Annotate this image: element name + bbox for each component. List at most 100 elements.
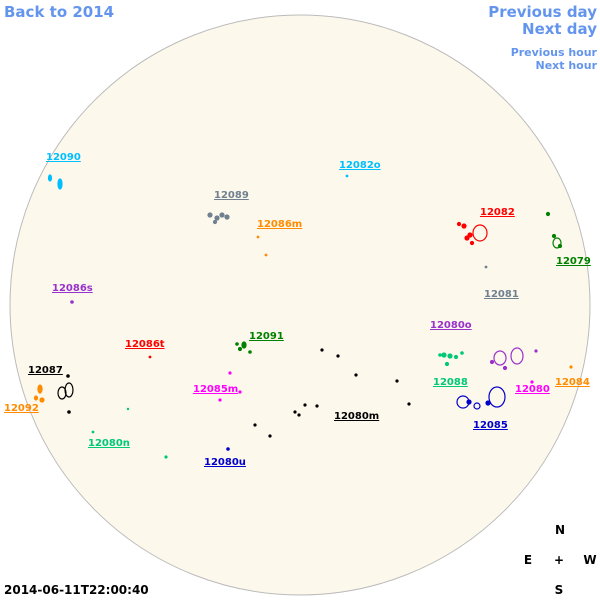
region-label[interactable]: 12080n [88, 438, 130, 449]
compass-west: W [583, 553, 596, 567]
region-label[interactable]: 12086m [257, 219, 302, 230]
sunspot [297, 413, 301, 417]
sunspot [214, 215, 220, 221]
sunspot [253, 423, 257, 427]
sunspot [264, 253, 268, 257]
previous-hour-link[interactable]: Previous hour [511, 46, 598, 59]
region-label[interactable]: 12085m [193, 384, 238, 395]
next-day-link[interactable]: Next day [522, 20, 597, 38]
region-label[interactable]: 12087 [28, 365, 63, 376]
sunspot [67, 410, 71, 414]
back-link[interactable]: Back to 2014 [4, 3, 114, 21]
region-label[interactable]: 12085 [473, 420, 508, 431]
sunspot [320, 348, 324, 352]
sunspot [453, 354, 459, 360]
sunspot [70, 300, 74, 304]
sunspot [39, 397, 45, 403]
sunspot [248, 350, 252, 354]
sunspot [228, 371, 232, 375]
sunspot [438, 353, 442, 357]
region-label[interactable]: 12092 [4, 403, 39, 414]
compass-center: + [554, 553, 564, 567]
region-label[interactable]: 12082o [339, 160, 381, 171]
sunspot [510, 347, 524, 365]
sunspot [485, 400, 491, 406]
region-label[interactable]: 12088 [433, 377, 468, 388]
region-label[interactable]: 12080m [334, 411, 379, 422]
region-label[interactable]: 12079 [556, 256, 591, 267]
sunspot [268, 434, 272, 438]
region-label[interactable]: 12084 [555, 377, 590, 388]
sunspot [354, 373, 358, 377]
sunspot [493, 350, 507, 366]
sunspot [441, 352, 447, 358]
sunspot [467, 232, 473, 238]
sunspots [33, 174, 573, 459]
sunspot [447, 353, 453, 359]
sunspot [57, 178, 63, 190]
sunspot [241, 341, 247, 349]
sunspot [126, 407, 130, 411]
sunspot [303, 403, 307, 407]
sunspot [256, 235, 260, 239]
sunspot [473, 402, 481, 410]
previous-day-link[interactable]: Previous day [488, 3, 597, 21]
sunspot [569, 365, 573, 369]
sunspot [530, 380, 534, 384]
sunspot [489, 359, 495, 365]
region-label[interactable]: 12090 [46, 152, 81, 163]
sunspot [224, 214, 230, 220]
sunspot [235, 342, 239, 346]
sunspot [464, 235, 470, 241]
sunspot [502, 365, 508, 371]
sunspot [148, 355, 152, 359]
sunspot [551, 233, 557, 239]
sunspot [37, 384, 43, 394]
sunspot [219, 212, 225, 218]
region-label[interactable]: 12086t [125, 339, 165, 350]
region-label[interactable]: 12082 [480, 207, 515, 218]
next-hour-link[interactable]: Next hour [536, 59, 598, 72]
sunspot [545, 211, 551, 217]
region-label[interactable]: 12086s [52, 283, 93, 294]
sunspot [461, 223, 467, 229]
sunspot [164, 455, 168, 459]
sunspot [218, 398, 222, 402]
sunspot [212, 219, 218, 225]
region-label[interactable]: 12091 [249, 331, 284, 342]
sunspot [336, 354, 340, 358]
compass-north: N [555, 523, 565, 537]
region-label[interactable]: 12080o [430, 320, 472, 331]
compass-east: E [524, 553, 532, 567]
sunspot [456, 221, 462, 227]
sunspot [91, 430, 95, 434]
sunspot [484, 265, 488, 269]
sunspot [237, 346, 243, 352]
sunspot [444, 361, 450, 367]
sunspot [66, 374, 70, 378]
sunspot [472, 224, 488, 242]
sunspot [469, 240, 475, 246]
region-label[interactable]: 12089 [214, 190, 249, 201]
sunspot [534, 349, 538, 353]
sunspot [345, 174, 349, 178]
region-label[interactable]: 12080 [515, 384, 550, 395]
sunspot [47, 174, 53, 182]
solar-disk [9, 14, 591, 596]
sunspot [293, 410, 297, 414]
sunspot [207, 212, 213, 218]
region-label[interactable]: 12080u [204, 457, 246, 468]
sunspot [395, 379, 399, 383]
sunspot [460, 351, 464, 355]
sunspot [33, 395, 39, 401]
timestamp: 2014-06-11T22:00:40 [4, 583, 149, 597]
sunspot [57, 386, 67, 400]
region-label[interactable]: 12081 [484, 289, 519, 300]
sunspot [552, 237, 562, 249]
sunspot [488, 386, 506, 408]
sunspot [315, 404, 319, 408]
sunspot [557, 243, 563, 249]
sunspot [466, 399, 472, 405]
